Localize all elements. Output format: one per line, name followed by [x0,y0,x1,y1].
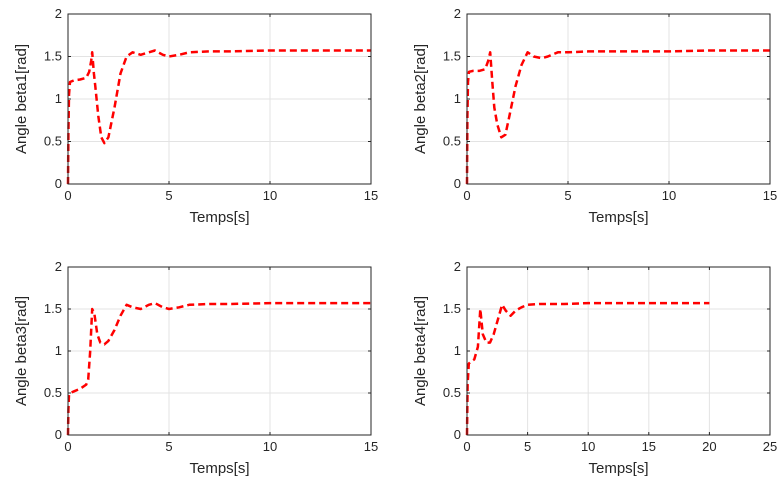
y-tick-label: 0 [55,427,62,442]
x-tick-label: 5 [165,188,172,203]
x-tick-label: 0 [64,188,71,203]
y-axis-label: Angle beta1[rad] [13,44,30,154]
series-line [465,49,770,185]
x-tick-label: 5 [524,439,531,454]
x-tick-label: 10 [263,188,277,203]
x-tick-label: 5 [564,188,571,203]
y-tick-label: 0.5 [44,385,62,400]
y-tick-label: 2 [454,6,461,21]
series-line [66,49,371,185]
x-tick-label: 10 [581,439,595,454]
x-tick-label: 20 [702,439,716,454]
x-axis-label: Temps[s] [588,209,648,226]
subplot-4: 0 5 10 15 20 25 0 0.5 1 1.5 2 Temps[s] Angle beta4[r… [412,259,777,477]
y-axis-label: Angle beta2[rad] [412,44,429,154]
x-tick-label: 15 [763,188,777,203]
x-tick-label: 25 [763,439,777,454]
y-tick-label: 1.5 [44,301,62,316]
series-line [66,301,371,436]
x-tick-label: 15 [642,439,656,454]
y-axis-label: Angle beta4[rad] [412,296,429,406]
y-tick-label: 1.5 [443,49,461,64]
y-tick-label: 2 [55,6,62,21]
y-tick-label: 0.5 [443,134,461,149]
x-tick-label: 0 [64,439,71,454]
x-axis-label: Temps[s] [189,209,249,226]
y-tick-label: 1 [55,343,62,358]
y-tick-label: 1.5 [44,49,62,64]
y-tick-label: 1 [55,91,62,106]
subplot-3: 0 5 10 15 0 0.5 1 1.5 2 Temps[s] Angle beta3[rad] [13,259,378,477]
y-tick-label: 0 [55,176,62,191]
y-tick-label: 1 [454,343,461,358]
y-tick-label: 1 [454,91,461,106]
subplot-1: 0 5 10 15 0 0.5 1 1.5 2 Temps[s] Angle beta1[rad] [13,6,378,226]
y-tick-label: 1.5 [443,301,461,316]
y-tick-label: 0.5 [44,134,62,149]
y-tick-label: 0 [454,176,461,191]
subplot-2: 0 5 10 15 0 0.5 1 1.5 2 Temps[s] Angle beta2[rad] [412,6,777,226]
x-tick-label: 10 [263,439,277,454]
x-tick-label: 15 [364,439,378,454]
y-tick-label: 2 [454,259,461,274]
x-tick-label: 10 [662,188,676,203]
x-tick-label: 0 [463,188,470,203]
x-tick-label: 0 [463,439,470,454]
y-axis-label: Angle beta3[rad] [13,296,30,406]
y-tick-label: 2 [55,259,62,274]
y-tick-label: 0.5 [443,385,461,400]
x-axis-label: Temps[s] [189,460,249,477]
x-axis-label: Temps[s] [588,460,648,477]
y-tick-label: 0 [454,427,461,442]
x-tick-label: 5 [165,439,172,454]
x-tick-label: 15 [364,188,378,203]
